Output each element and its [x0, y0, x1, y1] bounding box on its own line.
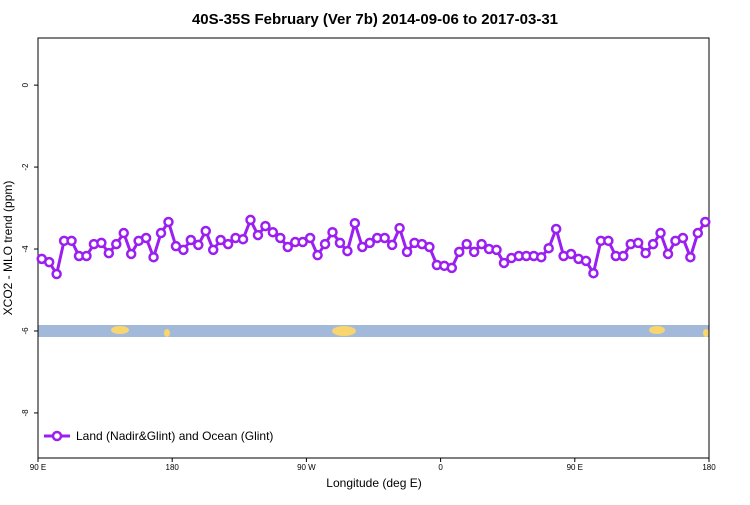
- point: [267, 226, 279, 238]
- point: [319, 238, 331, 250]
- ocean-band: [38, 325, 709, 337]
- series-line: [41, 216, 707, 278]
- land-patch: [649, 326, 665, 334]
- point: [334, 237, 346, 249]
- y-tick-label: 0: [21, 82, 30, 87]
- point: [260, 220, 271, 232]
- legend-marker: [51, 430, 63, 442]
- point: [327, 226, 338, 238]
- point: [185, 234, 197, 246]
- point: [215, 234, 226, 246]
- point: [178, 244, 189, 256]
- land-patch: [111, 326, 129, 334]
- x-tick-label: 90 E: [567, 463, 583, 472]
- point: [446, 262, 458, 274]
- point: [349, 217, 361, 229]
- point: [252, 229, 264, 241]
- point: [543, 242, 554, 254]
- point: [312, 249, 323, 261]
- point: [461, 238, 472, 250]
- point: [453, 246, 465, 258]
- plot-frame: [37, 37, 710, 459]
- point: [379, 232, 390, 244]
- point: [536, 251, 547, 263]
- point: [550, 223, 562, 235]
- point: [103, 247, 115, 259]
- point: [662, 248, 674, 260]
- point: [81, 250, 92, 262]
- x-tick-label: 180: [702, 463, 716, 472]
- point: [125, 248, 137, 260]
- point: [565, 248, 577, 260]
- point: [275, 232, 286, 244]
- point: [655, 227, 666, 239]
- point: [66, 235, 77, 247]
- point: [692, 227, 704, 239]
- point: [700, 216, 711, 228]
- point: [118, 227, 129, 239]
- point: [468, 246, 480, 258]
- point: [394, 222, 405, 234]
- point: [282, 241, 294, 253]
- x-axis-label: Longitude (deg E): [326, 476, 421, 490]
- x-tick-label: 90 W: [297, 463, 316, 472]
- land-patch: [332, 326, 356, 336]
- land-patch: [164, 329, 170, 337]
- point: [96, 237, 107, 249]
- y-tick-label: -4: [21, 245, 30, 253]
- y-axis-label: XCO2 - MLO trend (ppm): [1, 181, 15, 316]
- chart-title: 40S-35S February (Ver 7b) 2014-09-06 to …: [192, 11, 558, 28]
- point: [580, 255, 592, 267]
- y-tick-label: -8: [21, 409, 30, 417]
- point: [386, 239, 398, 251]
- point: [51, 268, 62, 280]
- point: [207, 244, 219, 256]
- point: [43, 256, 55, 268]
- point: [155, 227, 167, 239]
- point: [245, 214, 256, 226]
- point: [163, 216, 174, 228]
- point: [364, 237, 376, 249]
- land-patch: [703, 329, 709, 337]
- point: [640, 247, 651, 259]
- point: [304, 232, 316, 244]
- y-tick-label: -6: [21, 327, 30, 335]
- point: [297, 236, 308, 248]
- point: [476, 238, 487, 250]
- point: [401, 246, 413, 258]
- legend-label: Land (Nadir&Glint) and Ocean (Glint): [76, 429, 273, 443]
- point: [685, 251, 696, 263]
- point: [424, 241, 435, 253]
- x-tick-label: 180: [166, 463, 180, 472]
- point: [111, 238, 122, 250]
- point: [200, 225, 211, 237]
- point: [588, 267, 599, 279]
- x-tick-label: 0: [438, 463, 443, 472]
- point: [222, 238, 234, 250]
- point: [237, 233, 249, 245]
- point: [193, 239, 204, 251]
- point: [632, 237, 644, 249]
- point: [677, 232, 689, 244]
- point: [498, 257, 510, 269]
- point: [647, 238, 659, 250]
- point: [603, 235, 614, 247]
- point: [618, 250, 629, 262]
- point: [342, 245, 353, 257]
- point: [140, 232, 152, 244]
- x-tick-label: 90 E: [30, 463, 46, 472]
- y-tick-label: -2: [21, 163, 30, 171]
- point: [148, 251, 159, 263]
- point: [357, 241, 368, 253]
- surface-bar: [38, 325, 709, 337]
- point: [491, 244, 502, 256]
